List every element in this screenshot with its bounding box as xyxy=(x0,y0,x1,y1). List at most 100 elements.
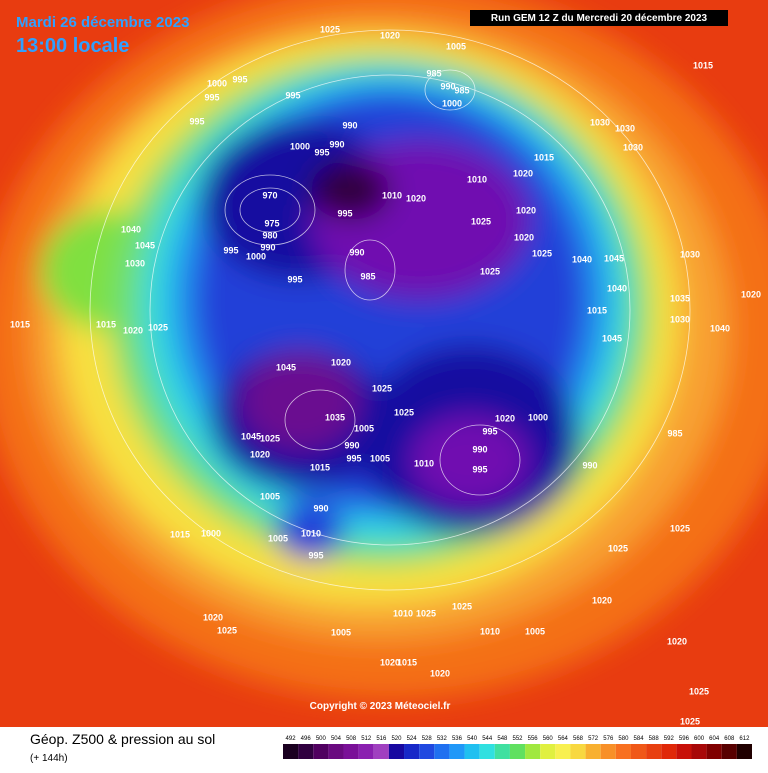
colorbar-tick-label: 600 xyxy=(694,736,705,742)
pressure-label: 1025 xyxy=(670,523,690,533)
colorbar-swatch xyxy=(298,744,314,759)
colorbar-swatch xyxy=(585,744,601,759)
pressure-label: 1005 xyxy=(268,533,288,543)
pressure-label: 1020 xyxy=(380,30,400,40)
date-label: Mardi 26 décembre 2023 xyxy=(16,14,189,31)
pressure-label: 1000 xyxy=(201,528,221,538)
pressure-label: 1040 xyxy=(607,283,627,293)
colorbar: 492 496 500 504 508 512 516 520 524 528 532 536 540 5… xyxy=(283,736,752,759)
pressure-label: 1030 xyxy=(125,258,145,268)
pressure-label: 1025 xyxy=(480,266,500,276)
pressure-label: 1020 xyxy=(741,289,761,299)
pressure-label: 1020 xyxy=(380,657,400,667)
pressure-label: 990 xyxy=(342,120,357,130)
pressure-label: 995 xyxy=(472,464,487,474)
colorbar-tick-label: 500 xyxy=(316,736,327,742)
colorbar-swatch xyxy=(283,744,299,759)
colorbar-tick-label: 576 xyxy=(603,736,614,742)
colorbar-swatch xyxy=(736,744,752,759)
colorbar-swatch xyxy=(691,744,707,759)
colorbar-tick-label: 584 xyxy=(634,736,645,742)
pressure-label: 995 xyxy=(204,92,219,102)
colorbar-tick-label: 536 xyxy=(452,736,463,742)
pressure-label: 1020 xyxy=(123,325,143,335)
pressure-label: 1025 xyxy=(394,407,414,417)
colorbar-swatch xyxy=(661,744,677,759)
pressure-label: 1005 xyxy=(354,423,374,433)
colorbar-tick-label: 596 xyxy=(679,736,690,742)
colorbar-swatch xyxy=(343,744,359,759)
pressure-label: 1005 xyxy=(446,41,466,51)
colorbar-swatch xyxy=(706,744,722,759)
run-box xyxy=(470,10,728,26)
pressure-label: 1020 xyxy=(250,449,270,459)
pressure-label: 1000 xyxy=(528,412,548,422)
pressure-label: 1010 xyxy=(301,528,321,538)
pressure-label: 1035 xyxy=(325,412,345,422)
pressure-label: 1040 xyxy=(710,323,730,333)
colorbar-tick-label: 588 xyxy=(649,736,660,742)
pressure-label: 1030 xyxy=(615,123,635,133)
colorbar-tick-label: 516 xyxy=(376,736,387,742)
pressure-label: 1010 xyxy=(467,174,487,184)
pressure-label: 1045 xyxy=(602,333,622,343)
pressure-label: 1030 xyxy=(590,117,610,127)
legend-title: Géop. Z500 & pression au sol xyxy=(30,731,215,747)
colorbar-swatch xyxy=(494,744,510,759)
colorbar-swatch xyxy=(721,744,737,759)
pressure-label: 990 xyxy=(329,139,344,149)
colorbar-swatch xyxy=(358,744,374,759)
colorbar-swatch xyxy=(570,744,586,759)
pressure-label: 995 xyxy=(346,453,361,463)
colorbar-swatch xyxy=(555,744,571,759)
pressure-label: 1025 xyxy=(532,248,552,258)
colorbar-tick-label: 492 xyxy=(286,736,297,742)
pressure-label: 1005 xyxy=(525,626,545,636)
pressure-label: 990 xyxy=(472,444,487,454)
pressure-label: 1020 xyxy=(430,668,450,678)
pressure-label: 1020 xyxy=(516,205,536,215)
pressure-label: 970 xyxy=(262,190,277,200)
pressure-label: 1025 xyxy=(148,322,168,332)
pressure-label: 1045 xyxy=(276,362,296,372)
pressure-label: 1015 xyxy=(310,462,330,472)
map-field xyxy=(0,0,768,727)
colorbar-swatch xyxy=(449,744,465,759)
colorbar-tick-label: 560 xyxy=(543,736,554,742)
pressure-label: 995 xyxy=(482,426,497,436)
pressure-label: 1040 xyxy=(121,224,141,234)
pressure-label: 1030 xyxy=(623,142,643,152)
pressure-label: 995 xyxy=(232,74,247,84)
pressure-label: 1000 xyxy=(290,141,310,151)
pressure-label: 1015 xyxy=(397,657,417,667)
pressure-label: 990 xyxy=(582,460,597,470)
pressure-label: 995 xyxy=(189,116,204,126)
pressure-label: 1025 xyxy=(320,24,340,34)
colorbar-tick-label: 604 xyxy=(709,736,720,742)
time-label: 13:00 locale xyxy=(16,35,129,57)
pressure-label: 990 xyxy=(344,440,359,450)
pressure-label: 1025 xyxy=(260,433,280,443)
pressure-label: 1010 xyxy=(382,190,402,200)
pressure-label: 1000 xyxy=(442,98,462,108)
colorbar-swatch xyxy=(615,744,631,759)
run-label: Run GEM 12 Z du Mercredi 20 décembre 202… xyxy=(491,13,708,24)
colorbar-swatch xyxy=(509,744,526,759)
colorbar-swatch xyxy=(540,744,556,759)
pressure-label: 980 xyxy=(262,230,277,240)
colorbar-tick-label: 508 xyxy=(346,736,357,742)
colorbar-swatch xyxy=(479,744,495,759)
pressure-label: 1005 xyxy=(370,453,390,463)
colorbar-tick-label: 540 xyxy=(467,736,478,742)
colorbar-tick-label: 528 xyxy=(422,736,433,742)
pressure-label: 1015 xyxy=(534,152,554,162)
pressure-label: 1015 xyxy=(10,319,30,329)
pressure-label: 1020 xyxy=(667,636,687,646)
pressure-label: 985 xyxy=(454,85,469,95)
pressure-label: 1045 xyxy=(135,240,155,250)
pressure-label: 1025 xyxy=(416,608,436,618)
pressure-label: 1045 xyxy=(604,253,624,263)
pressure-label: 1010 xyxy=(414,458,434,468)
pressure-label: 990 xyxy=(260,242,275,252)
